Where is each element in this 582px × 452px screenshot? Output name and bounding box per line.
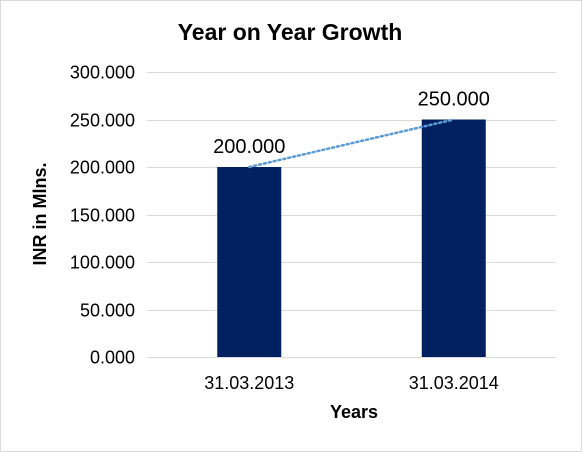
x-axis-ticks: 31.03.2013 31.03.2014: [204, 373, 499, 393]
data-labels: 200.000 250.000: [213, 89, 490, 159]
y-tick-label: 0.000: [90, 348, 135, 368]
bar: [217, 167, 282, 357]
x-tick-label: 31.03.2014: [409, 373, 499, 393]
gridlines: [147, 72, 556, 358]
trendline-group: [248, 118, 455, 169]
y-tick-label: 200.000: [70, 158, 135, 178]
y-tick-label: 250.000: [70, 111, 135, 131]
data-label: 250.000: [418, 89, 490, 111]
trendline: [248, 118, 455, 169]
y-tick-label: 300.000: [70, 63, 135, 83]
bars: [217, 119, 486, 357]
y-tick-label: 100.000: [70, 253, 135, 273]
x-axis-title: Years: [330, 402, 378, 422]
y-tick-label: 50.000: [80, 301, 135, 321]
chart-title: Year on Year Growth: [178, 19, 403, 45]
y-axis-title: INR in Mlns.: [30, 163, 50, 266]
data-label: 200.000: [213, 136, 285, 158]
y-axis-ticks: 0.000 50.000 100.000 150.000 200.000 250.000 3…: [70, 63, 135, 368]
y-tick-label: 150.000: [70, 206, 135, 226]
x-tick-label: 31.03.2013: [204, 373, 294, 393]
bar: [421, 119, 486, 357]
